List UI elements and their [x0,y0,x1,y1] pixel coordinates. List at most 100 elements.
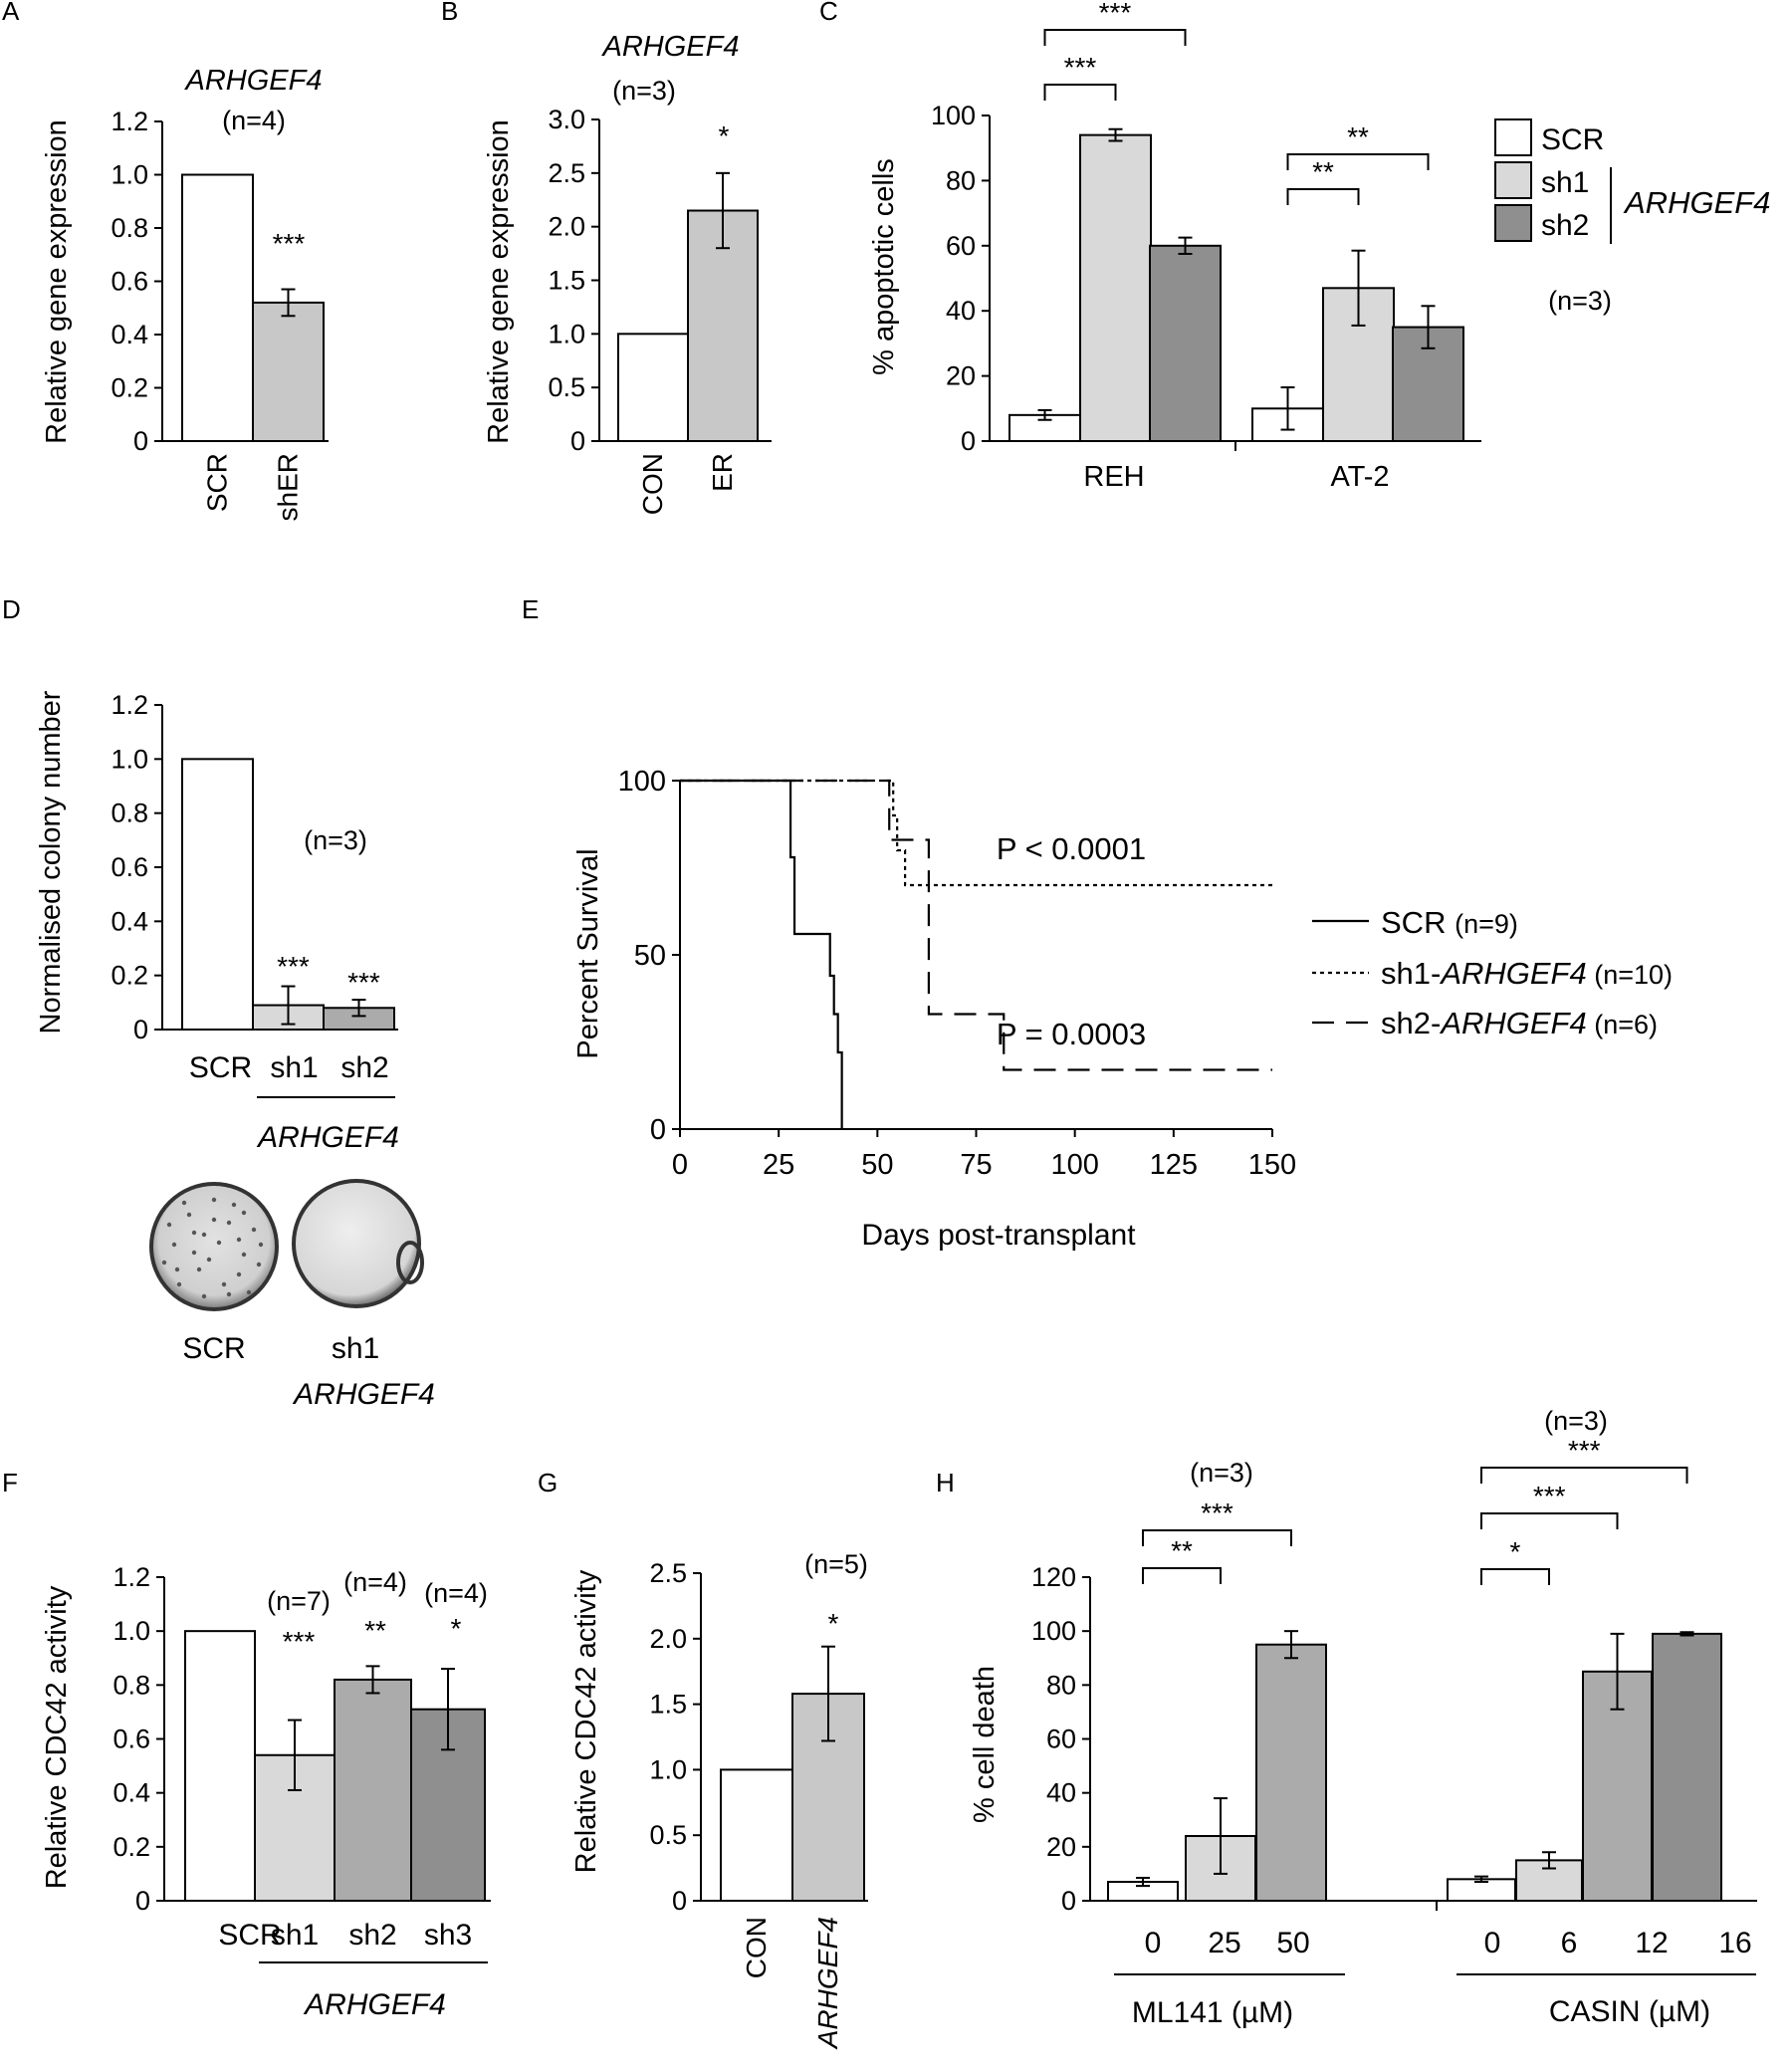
panel-letter: C [819,0,838,26]
colony-dot [176,1281,182,1287]
y-tick-label: 1.0 [111,160,148,190]
y-tick-label: 1.2 [112,1562,150,1592]
significance-label: * [1510,1536,1521,1567]
y-tick-label: 1.0 [111,744,148,774]
x-group-label: ML141 (µM) [1132,1996,1293,2029]
y-tick-label: 0 [1061,1886,1076,1916]
x-category-label: 25 [1208,1927,1240,1959]
y-axis-title: Percent Survival [572,848,604,1058]
colony-dot [231,1202,237,1208]
significance-label: *** [273,228,306,259]
panel-letter: H [936,1468,955,1497]
y-tick-label: 1.2 [111,107,148,136]
y-tick-label: 0.5 [649,1820,687,1850]
x-group-label: CASIN (µM) [1549,1995,1710,2028]
colony-dot [236,1271,242,1277]
significance-bracket [1480,1568,1550,1585]
y-tick-label: 0.4 [112,1778,150,1808]
legend-swatch [1494,161,1532,199]
significance-label: *** [1201,1497,1233,1528]
y-tick-label: 0.2 [111,373,148,403]
y-axis-title: Relative gene expression [41,119,73,444]
y-tick-label: 1.2 [111,690,148,720]
x-tick-label: 25 [763,1149,794,1181]
x-category-label: 16 [1718,1927,1751,1959]
significance-label: *** [1568,1435,1601,1466]
legend-label-part: SCR [1381,905,1455,940]
bar [184,1630,256,1902]
legend-label-part: sh1- [1381,956,1441,991]
colony-dot [251,1227,257,1233]
significance-label: *** [347,967,380,998]
colony-dot [241,1210,247,1216]
y-tick-label: 0.5 [548,372,585,402]
legend-label: sh2 [1541,209,1589,242]
significance-label: ** [364,1615,386,1646]
y-tick-label: 0.2 [111,961,148,991]
bar [1079,133,1152,442]
panel-letter: E [522,594,539,624]
n-label: (n=3) [1544,1406,1608,1436]
y-tick-label: 0.4 [111,906,148,936]
p-value-annotation: P = 0.0003 [997,1017,1146,1051]
legend-label-part: sh2- [1381,1006,1441,1040]
significance-label: ** [1347,121,1369,152]
legend-label-part: (n=10) [1587,960,1673,990]
x-category-label: 12 [1635,1927,1668,1959]
n-label: (n=3) [304,825,367,855]
figure-layer: A ARHGEF4 (n=4) 0 0.2 0.4 0.6 0.8 1.0 1.2 Relative… [2,0,1770,2050]
significance-label: * [451,1613,462,1644]
y-tick-label: 0.6 [112,1725,150,1754]
significance-bracket [1142,1567,1222,1584]
y-tick-label: 2.5 [548,158,585,188]
y-tick-label: 2.5 [649,1558,687,1588]
bar [181,173,254,442]
n-label: (n=4) [343,1567,407,1597]
y-tick-label: 100 [1031,1616,1076,1646]
colony-dot [226,1220,232,1226]
significance-label: *** [1533,1481,1566,1511]
y-tick-label: 0 [133,1015,148,1044]
colony-dot [161,1260,167,1266]
colony-dot [221,1281,227,1287]
y-tick-label: 1.0 [548,319,585,348]
legend-label: sh1 [1541,166,1589,199]
colony-dot [166,1222,172,1228]
colony-dot [171,1242,177,1248]
legend-label: sh1-ARHGEF4 (n=10) [1381,956,1673,991]
colony-dot [216,1240,222,1246]
group-label: ARHGEF4 [303,1988,446,2021]
y-axis-title: Relative CDC42 activity [570,1569,602,1873]
significance-bracket [1480,1467,1688,1484]
survival-curve-1 [680,779,843,1129]
significance-label: * [719,120,730,151]
n-label: (n=3) [1190,1458,1253,1488]
y-tick-label: 0.6 [111,852,148,882]
panel-title: ARHGEF4 [601,31,740,63]
y-tick-label: 2.0 [548,212,585,242]
y-tick-label: 80 [1046,1670,1076,1700]
x-category-label: shER [273,453,304,521]
y-tick-label: 100 [931,101,976,130]
x-group-label: REH [1083,461,1144,493]
x-category-label: SCR [202,453,233,512]
y-tick-label: 1.5 [649,1690,687,1720]
x-axis-title: Days post-transplant [861,1219,1136,1252]
y-tick-label: 40 [946,296,976,326]
panel-title: ARHGEF4 [184,65,323,97]
significance-bracket [1043,29,1187,46]
legend-gene-label: ARHGEF4 [1623,185,1770,220]
bar [720,1768,793,1903]
colony-dot [258,1242,264,1248]
significance-bracket [1480,1512,1619,1529]
y-tick-label: 0 [961,426,976,456]
colony-dot [174,1266,180,1272]
x-category-label: SCR [189,1051,252,1084]
plate-label: sh1 [332,1332,379,1365]
legend-label: SCR [1541,123,1604,156]
panel-letter: B [441,0,458,26]
x-category-label: 0 [1145,1927,1162,1959]
significance-bracket [1043,84,1117,101]
significance-label: *** [277,951,310,982]
y-axis-title: Relative gene expression [483,119,515,444]
